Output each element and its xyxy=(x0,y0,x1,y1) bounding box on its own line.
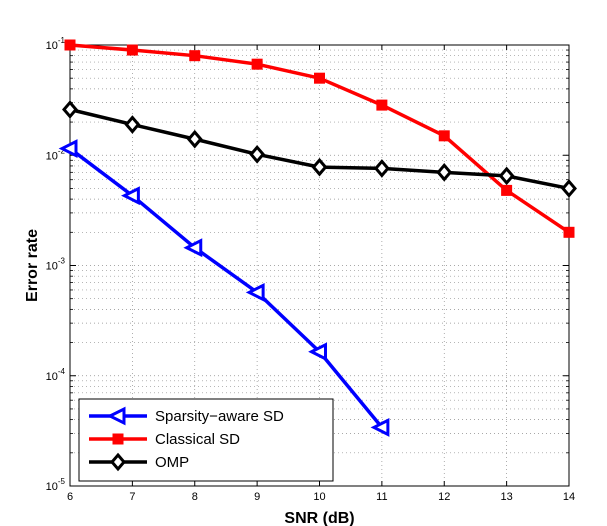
series-2 xyxy=(62,100,577,198)
data-point xyxy=(501,184,513,196)
legend-swatch-marker xyxy=(112,433,124,445)
x-tick-label: 11 xyxy=(376,491,387,503)
grid-lines xyxy=(70,45,569,486)
y-tick-label-exponent: -4 xyxy=(58,367,66,376)
data-point xyxy=(308,342,327,362)
legend-label: Sparsity−aware SD xyxy=(155,408,284,425)
legend: Sparsity−aware SD Classical SD OMP xyxy=(78,398,334,482)
legend-label: Classical SD xyxy=(155,431,240,448)
y-tick-label: 10-2 xyxy=(46,146,66,162)
data-point xyxy=(563,226,575,238)
x-tick-label: 8 xyxy=(192,491,198,503)
data-point xyxy=(376,99,388,111)
y-tick-label-exponent: -1 xyxy=(58,36,66,45)
data-point xyxy=(498,166,515,186)
y-tick-label-base: 10 xyxy=(46,481,58,493)
data-point xyxy=(436,163,453,182)
data-point xyxy=(124,115,141,134)
series-1 xyxy=(64,39,575,238)
x-tick-label: 9 xyxy=(254,491,260,503)
data-point xyxy=(64,39,76,51)
data-point xyxy=(311,157,328,177)
data-point xyxy=(189,50,201,62)
legend-label: OMP xyxy=(155,454,189,471)
y-tick-label: 10-1 xyxy=(46,36,66,52)
y-tick-label-base: 10 xyxy=(46,40,58,52)
data-point xyxy=(126,44,138,56)
y-tick-label: 10-5 xyxy=(46,477,66,493)
data-point xyxy=(186,129,203,149)
y-tick-label-base: 10 xyxy=(46,261,58,273)
y-tick-label-exponent: -5 xyxy=(58,477,66,486)
data-point xyxy=(370,417,390,437)
data-point xyxy=(121,186,140,206)
series-0 xyxy=(58,139,390,437)
x-tick-label: 14 xyxy=(563,491,575,503)
data-point xyxy=(373,159,390,178)
data-point xyxy=(251,58,263,70)
series-layer xyxy=(58,39,577,437)
x-axis-title: SNR (dB) xyxy=(284,510,354,526)
y-tick-label-base: 10 xyxy=(46,150,58,162)
data-point xyxy=(58,139,78,158)
legend-swatch-marker xyxy=(106,406,126,426)
data-point xyxy=(561,179,577,198)
data-point xyxy=(245,282,265,302)
data-point xyxy=(314,72,325,84)
x-tick-label: 12 xyxy=(438,491,450,503)
x-tick-label: 7 xyxy=(129,491,135,503)
x-tick-label: 13 xyxy=(501,491,513,503)
x-tick-label: 6 xyxy=(67,491,73,503)
y-tick-label-exponent: -2 xyxy=(58,146,66,155)
y-tick-label: 10-3 xyxy=(46,257,66,273)
y-tick-label-base: 10 xyxy=(46,371,58,383)
data-point xyxy=(438,130,450,142)
y-axis-title: Error rate xyxy=(24,229,41,302)
y-tick-label-exponent: -3 xyxy=(58,257,66,266)
series-line xyxy=(68,147,384,429)
legend-swatch-marker xyxy=(110,452,126,472)
data-point xyxy=(183,238,203,258)
data-point xyxy=(249,144,266,164)
x-tick-label: 10 xyxy=(313,491,325,503)
data-point xyxy=(62,100,78,119)
y-tick-label: 10-4 xyxy=(46,367,66,383)
